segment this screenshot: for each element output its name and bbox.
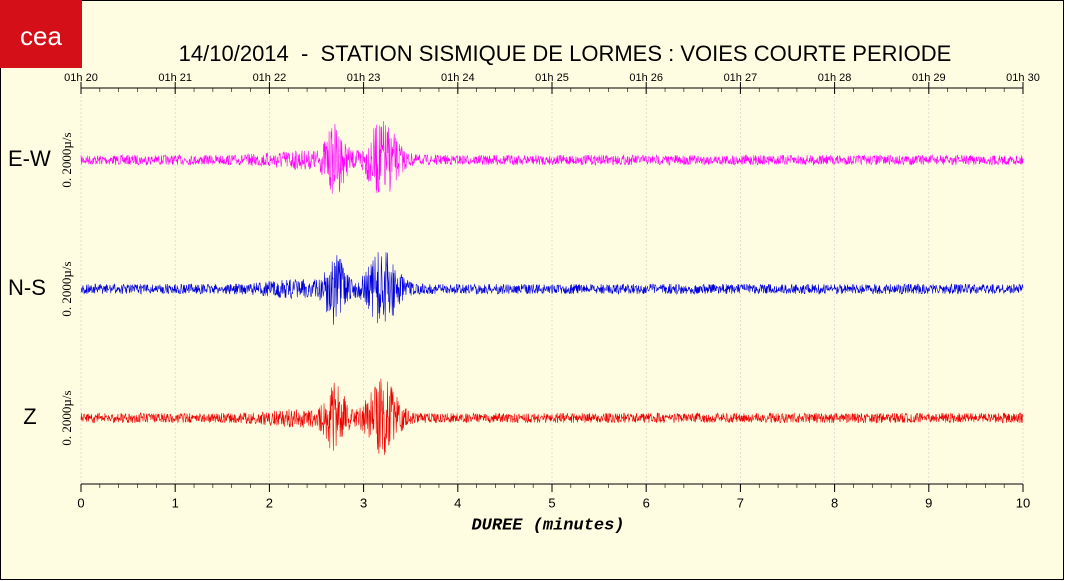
- scale-label: 0. 2000µ/s: [59, 261, 74, 316]
- x2-tick-label: 01h 20: [64, 72, 98, 84]
- x-tick-label: 5: [548, 495, 555, 510]
- x2-tick-label: 01h 23: [347, 72, 381, 84]
- x-tick-label: 4: [454, 495, 461, 510]
- logo: cea: [20, 21, 62, 51]
- x2-tick-label: 01h 30: [1006, 72, 1040, 84]
- logo-box: [0, 0, 82, 68]
- x2-tick-label: 01h 26: [629, 72, 663, 84]
- x-tick-label: 6: [643, 495, 650, 510]
- x2-tick-label: 01h 28: [818, 72, 852, 84]
- x-tick-label: 8: [831, 495, 838, 510]
- series-name: E-W: [8, 146, 51, 171]
- chart-title: 14/10/2014 - STATION SISMIQUE DE LORMES …: [179, 41, 952, 66]
- scale-label: 0. 2000µ/s: [59, 132, 74, 187]
- waveform: [80, 121, 1024, 194]
- x-tick-label: 1: [172, 495, 179, 510]
- series-name: N-S: [8, 275, 46, 300]
- scale-label: 0. 2000µ/s: [59, 390, 74, 445]
- x-tick-label: 2: [266, 495, 273, 510]
- x-tick-label: 10: [1016, 495, 1030, 510]
- x-tick-label: 0: [77, 495, 84, 510]
- x-tick-label: 9: [925, 495, 932, 510]
- x2-tick-label: 01h 24: [441, 72, 475, 84]
- x2-tick-label: 01h 22: [253, 72, 287, 84]
- x2-tick-label: 01h 27: [724, 72, 758, 84]
- x-tick-label: 3: [360, 495, 367, 510]
- x2-tick-label: 01h 25: [535, 72, 569, 84]
- x2-tick-label: 01h 29: [912, 72, 946, 84]
- series-name: Z: [23, 404, 36, 429]
- waveform: [80, 252, 1024, 325]
- x2-tick-label: 01h 21: [158, 72, 192, 84]
- waveform: [80, 378, 1024, 455]
- x-axis-label: DUREE (minutes): [471, 516, 624, 535]
- x-tick-label: 7: [737, 495, 744, 510]
